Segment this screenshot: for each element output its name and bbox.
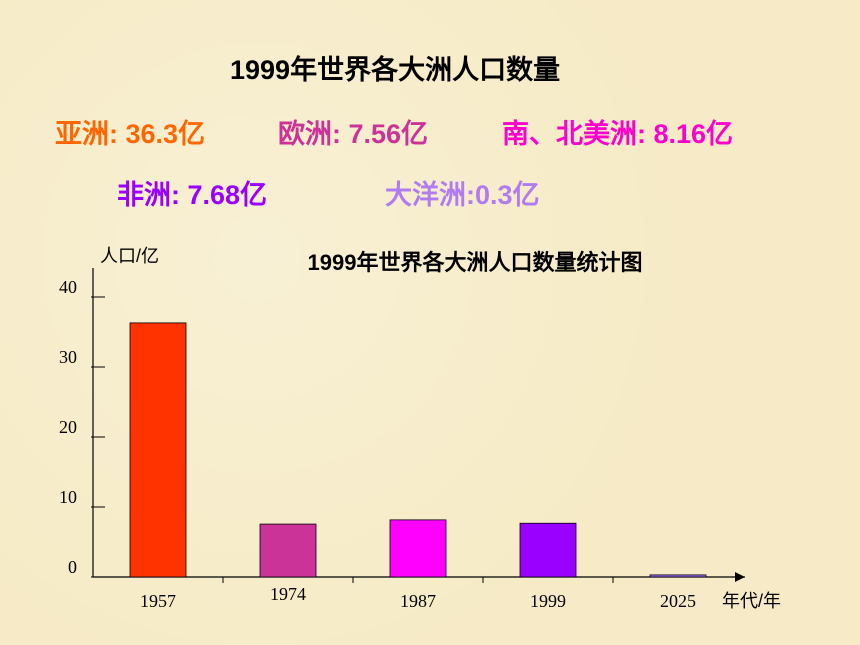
y-axis-label: 人口/亿 bbox=[100, 246, 159, 266]
stat: 亚洲: 36.3亿 bbox=[55, 119, 206, 149]
y-tick-label: 10 bbox=[59, 487, 77, 507]
slide-title: 1999年世界各大洲人口数量 bbox=[230, 55, 561, 85]
x-tick-label: 1987 bbox=[400, 591, 436, 611]
bar bbox=[259, 523, 317, 578]
x-axis-label: 年代/年 bbox=[722, 591, 781, 611]
bar bbox=[389, 519, 447, 578]
bar bbox=[519, 522, 577, 578]
y-tick-label: 40 bbox=[59, 277, 77, 297]
stat: 欧洲: 7.56亿 bbox=[278, 119, 429, 149]
y-tick-label: 30 bbox=[59, 347, 77, 367]
x-tick-label: 1974 bbox=[270, 584, 306, 604]
stat: 非洲: 7.68亿 bbox=[117, 180, 268, 210]
y-tick-label: 20 bbox=[59, 417, 77, 437]
x-tick-label: 2025 bbox=[660, 591, 696, 611]
stat: 南、北美洲: 8.16亿 bbox=[502, 119, 734, 149]
y-tick-label: 0 bbox=[68, 557, 77, 577]
x-tick-label: 1957 bbox=[140, 591, 176, 611]
chart-title: 1999年世界各大洲人口数量统计图 bbox=[308, 250, 643, 275]
x-axis-arrow bbox=[735, 572, 745, 582]
bar bbox=[649, 574, 707, 578]
bar bbox=[129, 322, 187, 578]
x-tick-label: 1999 bbox=[530, 591, 566, 611]
stat: 大洋洲:0.3亿 bbox=[385, 180, 540, 210]
